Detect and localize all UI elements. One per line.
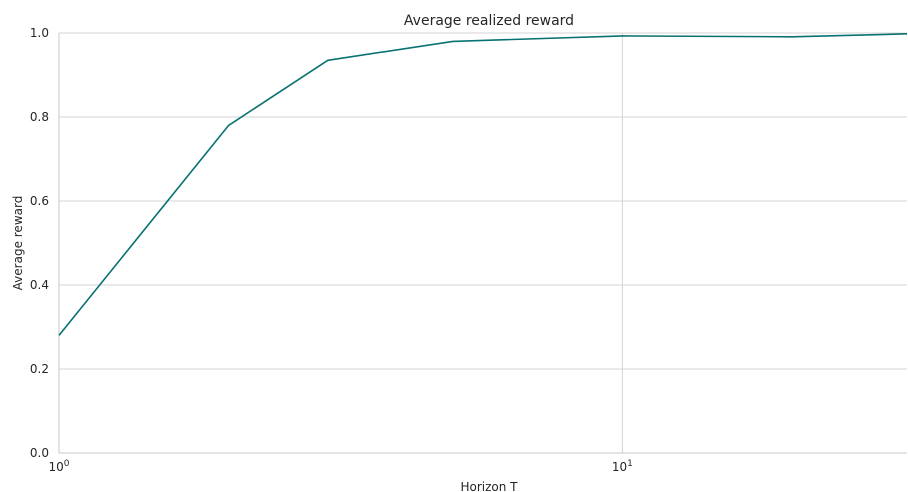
series-layer	[58, 33, 908, 336]
y-tick-label: 0.6	[30, 194, 49, 208]
x-tick-label: 101	[612, 459, 633, 474]
tick-labels: 0.0 0.2 0.4 0.6 0.8 1.0 100 101	[30, 26, 633, 474]
y-tick-label: 0.8	[30, 110, 49, 124]
x-tick-label: 100	[48, 459, 69, 474]
y-tick-label: 1.0	[30, 26, 49, 40]
series-line	[58, 33, 908, 336]
grid	[59, 32, 907, 453]
y-tick-label: 0.4	[30, 278, 49, 292]
y-tick-label: 0.2	[30, 362, 49, 376]
y-tick-label: 0.0	[30, 446, 49, 460]
axes	[58, 33, 907, 454]
y-axis-label: Average reward	[11, 196, 25, 291]
x-axis-label: Horizon T	[460, 480, 518, 492]
chart-title: Average realized reward	[404, 13, 574, 29]
